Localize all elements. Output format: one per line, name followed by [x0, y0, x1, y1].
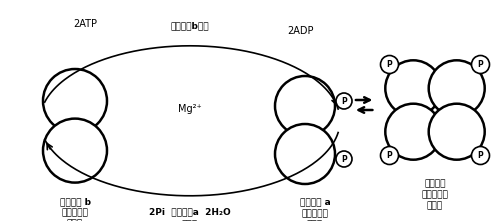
Text: 2ADP: 2ADP: [287, 26, 313, 36]
Circle shape: [429, 104, 485, 160]
Text: P: P: [341, 154, 347, 164]
Circle shape: [275, 124, 335, 184]
Text: P: P: [478, 60, 483, 69]
Text: 磷酸化酶: 磷酸化酶: [424, 180, 446, 189]
Circle shape: [472, 147, 489, 164]
Text: 有活性: 有活性: [427, 202, 443, 211]
Text: P: P: [478, 151, 483, 160]
Text: P: P: [387, 60, 393, 69]
Text: 无活性: 无活性: [67, 220, 83, 221]
Circle shape: [385, 104, 442, 160]
Circle shape: [381, 147, 399, 164]
Circle shape: [385, 60, 442, 116]
Text: （二聚体）: （二聚体）: [301, 209, 329, 218]
Circle shape: [275, 76, 335, 136]
Text: P: P: [387, 151, 393, 160]
Circle shape: [429, 60, 485, 116]
Text: （四聚体）: （四聚体）: [421, 191, 449, 200]
Circle shape: [336, 93, 352, 109]
Circle shape: [381, 55, 399, 74]
Text: P: P: [341, 97, 347, 105]
Circle shape: [43, 69, 107, 133]
Text: Mg²⁺: Mg²⁺: [178, 104, 202, 114]
Text: 磷酸化酶b激酶: 磷酸化酶b激酶: [171, 21, 209, 30]
Circle shape: [336, 151, 352, 167]
Text: 高活性: 高活性: [307, 220, 323, 221]
Text: 2ATP: 2ATP: [73, 19, 97, 29]
Text: 磷酸化酶 a: 磷酸化酶 a: [299, 198, 331, 207]
Text: 2Pi  磷酸化酶a  2H₂O: 2Pi 磷酸化酶a 2H₂O: [149, 208, 231, 217]
Text: 磷酸化酶 b: 磷酸化酶 b: [59, 198, 91, 207]
Text: （二聚体）: （二聚体）: [61, 209, 88, 218]
Circle shape: [43, 119, 107, 183]
Circle shape: [472, 55, 489, 74]
